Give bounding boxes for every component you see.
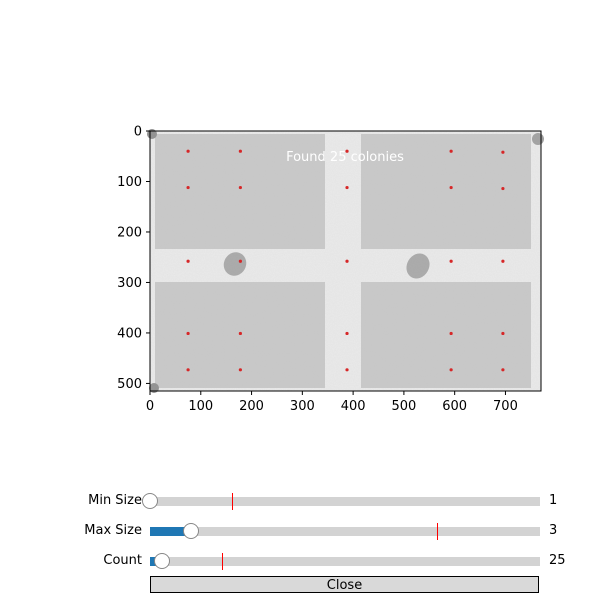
colony-marker — [238, 185, 242, 190]
x-tick-label: 600 — [442, 399, 467, 414]
max-size-initial-marker — [437, 523, 439, 540]
colony-marker — [238, 368, 242, 372]
axes-frame — [149, 130, 542, 392]
min-size-handle[interactable] — [142, 493, 158, 509]
max-size-track[interactable] — [150, 523, 540, 540]
min-size-label: Min Size — [88, 493, 142, 508]
colony-marker — [501, 150, 505, 154]
x-tick-label: 200 — [239, 399, 264, 414]
colony-marker — [345, 185, 349, 190]
colony-marker — [345, 149, 349, 153]
y-tick-label: 500 — [117, 377, 142, 392]
max-size-value: 3 — [549, 523, 558, 538]
colony-plot: 0 100 200 300 400 500 600 700 0 100 200 300 400 500 F… — [117, 125, 544, 414]
max-size-slider[interactable]: Max Size 3 — [0, 521, 600, 541]
colony-marker — [238, 149, 242, 153]
colony-markers — [186, 149, 505, 372]
colony-marker — [186, 368, 190, 372]
axes: 0 100 200 300 400 500 600 700 0 100 200 300 400 500 — [117, 125, 542, 414]
colony-marker — [345, 331, 349, 336]
count-slider[interactable]: Count 25 — [0, 551, 600, 571]
colony-marker — [186, 331, 190, 336]
y-tick-label: 300 — [117, 276, 142, 291]
min-size-initial-marker — [231, 493, 233, 510]
x-tick-label: 100 — [188, 399, 213, 414]
colony-marker — [186, 149, 190, 153]
x-tick-label: 400 — [341, 399, 366, 414]
x-tick-label: 0 — [146, 399, 154, 414]
colony-marker — [449, 331, 453, 336]
close-button[interactable]: Close — [150, 576, 539, 593]
colony-marker — [345, 259, 349, 263]
min-size-track[interactable] — [142, 493, 540, 510]
colony-marker — [345, 368, 349, 372]
count-value: 25 — [549, 553, 566, 568]
colony-marker — [501, 259, 505, 263]
colony-marker — [238, 259, 242, 263]
y-tick-label: 400 — [117, 326, 142, 341]
min-size-slider[interactable]: Min Size 1 — [0, 491, 600, 511]
colony-marker — [449, 149, 453, 153]
colony-marker — [238, 331, 242, 336]
colony-marker — [186, 259, 190, 263]
colony-marker — [449, 185, 453, 190]
count-handle[interactable] — [153, 553, 170, 569]
colony-marker — [186, 185, 190, 190]
min-size-value: 1 — [549, 493, 558, 508]
count-track[interactable] — [150, 553, 540, 570]
colony-marker — [501, 368, 505, 372]
max-size-label: Max Size — [84, 523, 142, 538]
y-tick-label: 100 — [117, 175, 142, 190]
max-size-fill — [150, 527, 191, 536]
y-tick-label: 0 — [134, 125, 142, 140]
x-tick-label: 500 — [391, 399, 416, 414]
y-tick-label: 200 — [117, 225, 142, 240]
count-initial-marker — [222, 553, 224, 570]
count-label: Count — [103, 553, 142, 568]
colony-marker — [449, 259, 453, 263]
colony-marker — [449, 368, 453, 372]
x-tick-label: 300 — [290, 399, 315, 414]
max-size-handle[interactable] — [182, 523, 199, 539]
x-tick-label: 700 — [493, 399, 518, 414]
colony-marker — [501, 186, 505, 191]
colony-marker — [501, 331, 505, 336]
colony-count-annotation: Found 25 colonies — [286, 150, 404, 165]
